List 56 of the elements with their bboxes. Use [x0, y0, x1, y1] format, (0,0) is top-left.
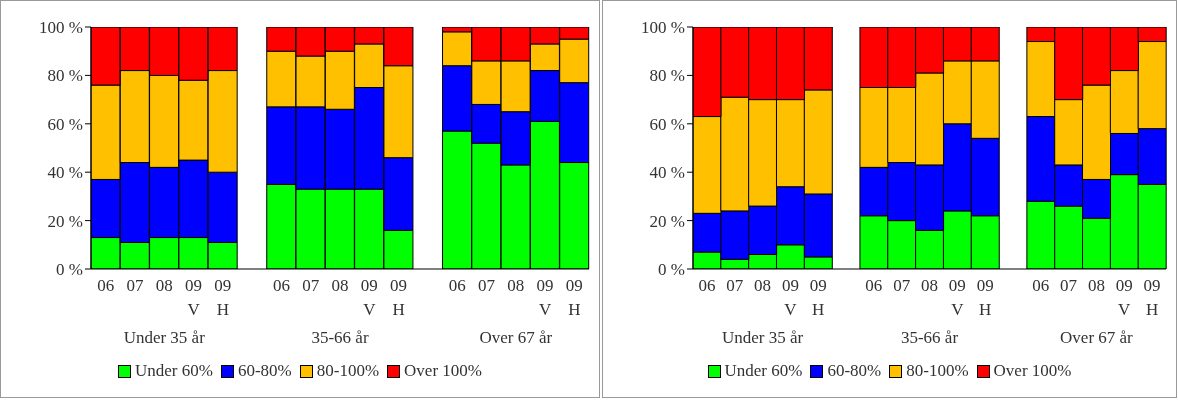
legend-label: 80-100% — [316, 361, 380, 381]
x-tick-label: 07 — [126, 276, 144, 295]
x-tick-label: 09 V — [948, 276, 966, 319]
legend-label: 80-100% — [906, 361, 969, 381]
x-tick-label: 09 H — [390, 276, 408, 319]
y-tick-label: 80 % — [47, 66, 83, 86]
text: 35-66 år — [900, 328, 959, 347]
y-tick-label: 100 % — [39, 18, 83, 38]
text: Under 35 år — [721, 328, 804, 347]
y-tick-label: 0 % — [56, 260, 83, 280]
x-tick-label: 06 — [272, 276, 290, 295]
y-tick-label: 100 % — [641, 18, 685, 38]
y-tick-label: 20 % — [47, 211, 83, 231]
x-tick-label: 08 — [507, 276, 525, 295]
x-tick-label: 08 — [754, 276, 772, 295]
text: Over 67 år — [479, 328, 553, 347]
legend-label: Under 60% — [135, 361, 213, 381]
x-tick-label: 09 V — [536, 276, 554, 319]
x-tick-label: 06 — [448, 276, 466, 295]
y-tick-label: 0 % — [658, 260, 685, 280]
x-tick-label: 09 H — [1143, 276, 1161, 319]
legend-label: Over 100% — [404, 361, 482, 381]
x-tick-label: 09 H — [214, 276, 232, 319]
text: Over 67 år — [1060, 328, 1134, 347]
x-tick-label: 07 — [477, 276, 496, 295]
x-tick-label: 06 — [698, 276, 716, 295]
x-tick-label: 09 V — [185, 276, 203, 319]
x-tick-label: 07 — [893, 276, 911, 295]
x-tick-label: 08 — [1087, 276, 1105, 295]
x-tick-label: 09 H — [976, 276, 994, 319]
x-tick-label: 09 H — [809, 276, 827, 319]
y-tick-label: 20 % — [649, 211, 685, 231]
x-tick-label: 07 — [302, 276, 320, 295]
x-tick-label: 07 — [1060, 276, 1078, 295]
x-tick-label: 09 H — [565, 276, 583, 319]
legend-label: Under 60% — [724, 361, 803, 381]
x-tick-label: 09 V — [360, 276, 378, 319]
legend-label: 60-80% — [237, 361, 292, 381]
legend-label: 60-80% — [827, 361, 882, 381]
y-tick-label: 40 % — [649, 163, 685, 183]
y-tick-label: 60 % — [47, 114, 83, 134]
y-tick-label: 40 % — [47, 163, 83, 183]
x-tick-label: 08 — [155, 276, 173, 295]
x-tick-label: 08 — [331, 276, 349, 295]
x-tick-label: 07 — [726, 276, 744, 295]
y-tick-label: 60 % — [649, 114, 685, 134]
legend-label: Over 100% — [993, 361, 1072, 381]
x-tick-label: 06 — [97, 276, 115, 295]
text: 35-66 år — [311, 328, 369, 347]
x-tick-label: 06 — [865, 276, 883, 295]
x-tick-label: 09 V — [1115, 276, 1133, 319]
x-tick-label: 08 — [921, 276, 938, 295]
x-tick-label: 06 — [1032, 276, 1050, 295]
text: Under 35 år — [123, 328, 206, 347]
y-tick-label: 80 % — [649, 66, 685, 86]
x-tick-label: 09 V — [781, 276, 799, 319]
